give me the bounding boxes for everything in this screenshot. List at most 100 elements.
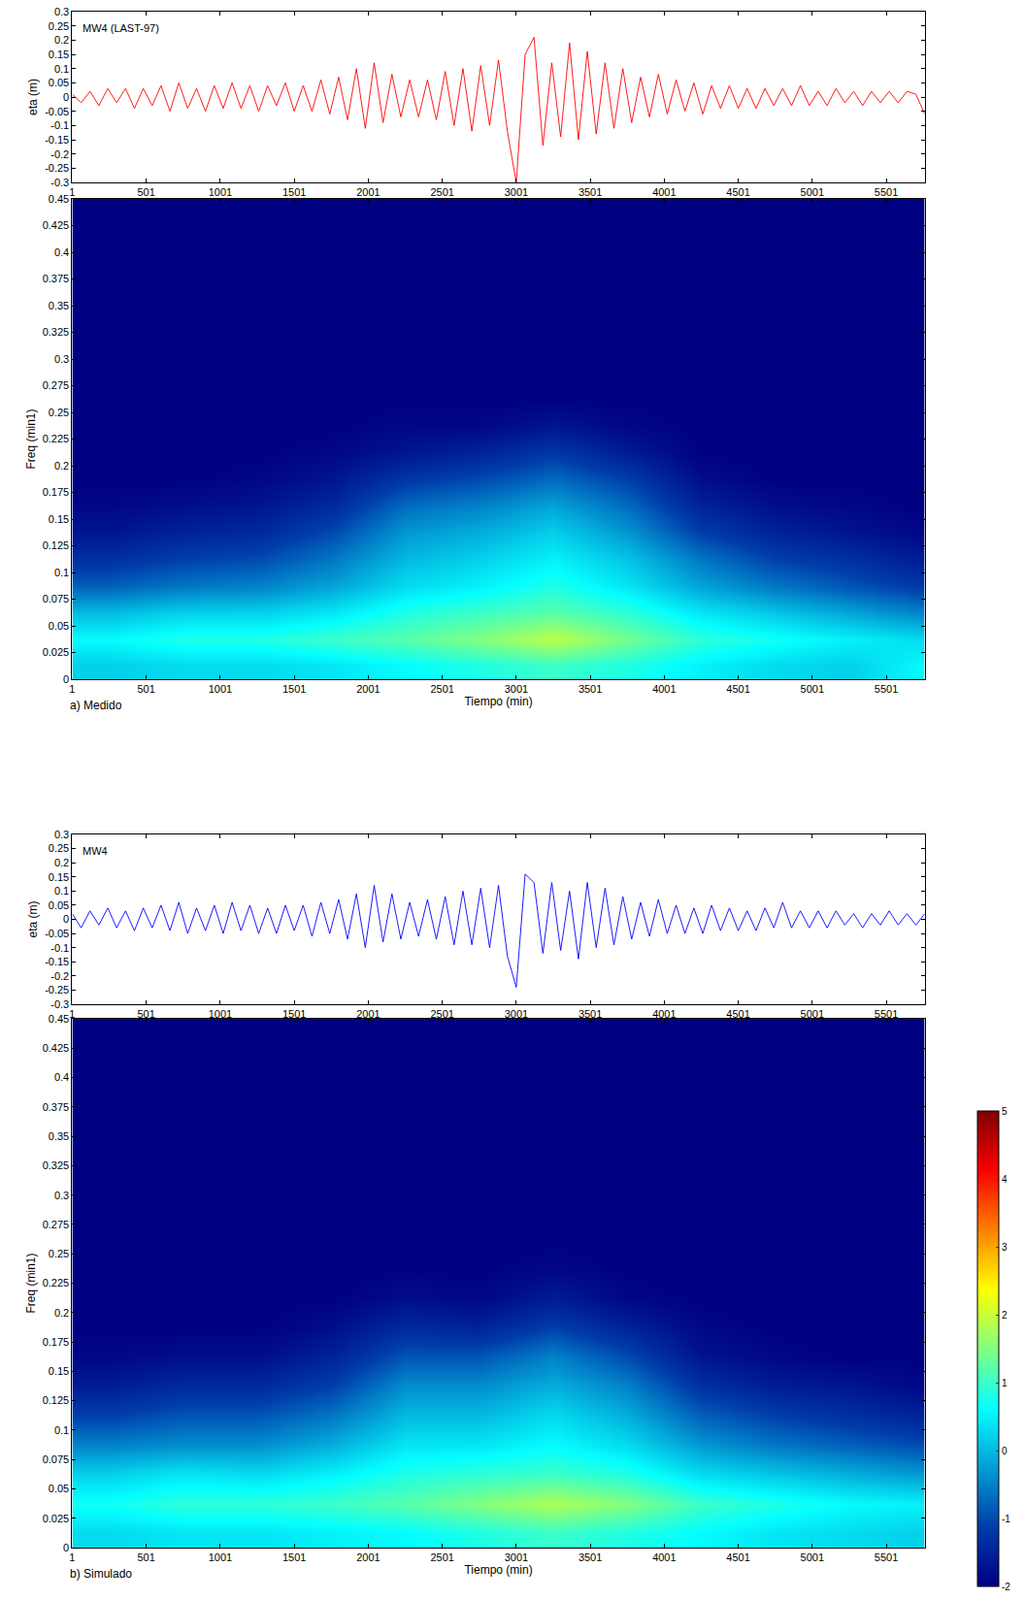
svg-text:0.075: 0.075 [42,1454,70,1466]
svg-text:2001: 2001 [356,683,380,695]
svg-text:0: 0 [1001,1446,1008,1457]
svg-text:501: 501 [136,1008,155,1021]
svg-text:-0.3: -0.3 [50,176,69,189]
svg-text:1001: 1001 [208,683,232,695]
svg-text:0.125: 0.125 [42,1394,70,1407]
svg-text:0.375: 0.375 [42,272,70,285]
svg-text:2001: 2001 [356,1552,380,1564]
svg-text:3501: 3501 [578,186,602,199]
svg-text:-0.25: -0.25 [44,984,69,996]
svg-text:1001: 1001 [208,1552,232,1564]
svg-text:1001: 1001 [208,186,232,199]
svg-text:0.35: 0.35 [48,1130,69,1143]
svg-text:0.275: 0.275 [42,379,70,392]
svg-text:5001: 5001 [800,1552,825,1564]
svg-text:eta (m): eta (m) [26,78,40,116]
svg-text:0.1: 0.1 [54,1424,69,1437]
svg-text:2501: 2501 [429,683,454,695]
svg-text:MW4 (LAST-97): MW4 (LAST-97) [82,22,160,34]
svg-text:0.1: 0.1 [54,566,69,579]
svg-text:0.1: 0.1 [54,885,69,897]
svg-text:0.025: 0.025 [42,1513,70,1525]
svg-text:4001: 4001 [652,1552,676,1564]
svg-text:1: 1 [68,1552,75,1564]
svg-text:0.3: 0.3 [54,353,69,365]
svg-text:0.225: 0.225 [42,1277,70,1290]
svg-text:0.325: 0.325 [42,326,70,338]
svg-text:1: 1 [68,683,75,695]
svg-text:-2: -2 [1001,1582,1011,1593]
svg-text:0.1: 0.1 [54,63,69,75]
svg-text:0.25: 0.25 [48,1248,69,1260]
svg-text:4501: 4501 [726,186,750,199]
svg-text:Freq (min1): Freq (min1) [24,408,38,469]
svg-text:4501: 4501 [726,1552,750,1564]
svg-text:-0.05: -0.05 [44,927,69,940]
svg-text:-0.2: -0.2 [50,148,69,161]
svg-text:5501: 5501 [874,1552,898,1564]
svg-text:3001: 3001 [504,1008,529,1021]
svg-text:1501: 1501 [282,186,306,199]
svg-text:5001: 5001 [800,1008,825,1021]
svg-text:eta (m): eta (m) [26,900,40,938]
svg-text:2001: 2001 [356,186,380,199]
svg-text:5501: 5501 [874,186,898,199]
svg-text:0.2: 0.2 [54,1307,69,1320]
svg-text:0.3: 0.3 [54,1190,69,1202]
svg-text:5501: 5501 [874,1008,898,1021]
svg-text:0.15: 0.15 [48,48,69,61]
svg-text:b) Simulado: b) Simulado [69,1567,133,1582]
svg-text:-0.25: -0.25 [44,162,69,174]
svg-text:Freq (min1): Freq (min1) [24,1253,38,1314]
svg-text:0.325: 0.325 [42,1159,70,1172]
svg-text:0.05: 0.05 [48,620,69,632]
svg-text:0.25: 0.25 [48,842,69,855]
svg-text:0: 0 [63,673,69,686]
svg-text:0: 0 [63,1542,69,1555]
svg-text:0.05: 0.05 [48,899,69,912]
svg-text:4001: 4001 [652,1008,676,1021]
svg-text:0.4: 0.4 [54,1071,69,1084]
svg-text:0.425: 0.425 [42,219,70,232]
svg-text:0.2: 0.2 [54,33,69,46]
svg-text:4001: 4001 [652,186,676,199]
svg-text:1501: 1501 [282,683,306,695]
svg-text:-0.15: -0.15 [44,956,69,968]
svg-text:0.125: 0.125 [42,539,70,552]
svg-text:3001: 3001 [504,1552,529,1564]
svg-text:0: 0 [63,913,69,926]
svg-text:501: 501 [136,1552,155,1564]
svg-text:501: 501 [136,186,155,199]
svg-text:1501: 1501 [282,1008,306,1021]
svg-text:4501: 4501 [726,683,750,695]
svg-text:4: 4 [1001,1174,1008,1186]
svg-text:0.15: 0.15 [48,513,69,526]
svg-text:0.175: 0.175 [42,1336,70,1349]
svg-text:0.2: 0.2 [54,460,69,472]
svg-text:3001: 3001 [504,186,529,199]
svg-text:1001: 1001 [208,1008,232,1021]
svg-text:-0.2: -0.2 [50,970,69,983]
svg-text:a) Medido: a) Medido [69,698,123,713]
svg-text:0.45: 0.45 [48,1013,69,1025]
svg-text:0: 0 [63,91,69,103]
svg-text:-0.1: -0.1 [50,942,69,955]
svg-text:0.275: 0.275 [42,1219,70,1231]
svg-text:-0.1: -0.1 [50,119,69,132]
svg-text:4001: 4001 [652,683,676,695]
svg-text:5: 5 [1001,1106,1008,1118]
svg-text:0.45: 0.45 [48,193,69,205]
svg-text:1: 1 [68,186,75,199]
svg-text:5001: 5001 [800,683,825,695]
svg-text:-0.05: -0.05 [44,105,69,118]
svg-text:0.3: 0.3 [54,828,69,841]
svg-text:0.15: 0.15 [48,871,69,884]
svg-text:0.25: 0.25 [48,406,69,419]
svg-text:MW4: MW4 [82,845,108,858]
svg-text:0.375: 0.375 [42,1101,70,1114]
svg-text:Tiempo (min): Tiempo (min) [463,1563,532,1578]
svg-text:Tiempo (min): Tiempo (min) [463,694,532,709]
svg-text:0.025: 0.025 [42,646,70,659]
svg-text:-1: -1 [1001,1514,1011,1525]
svg-text:5001: 5001 [800,186,825,199]
